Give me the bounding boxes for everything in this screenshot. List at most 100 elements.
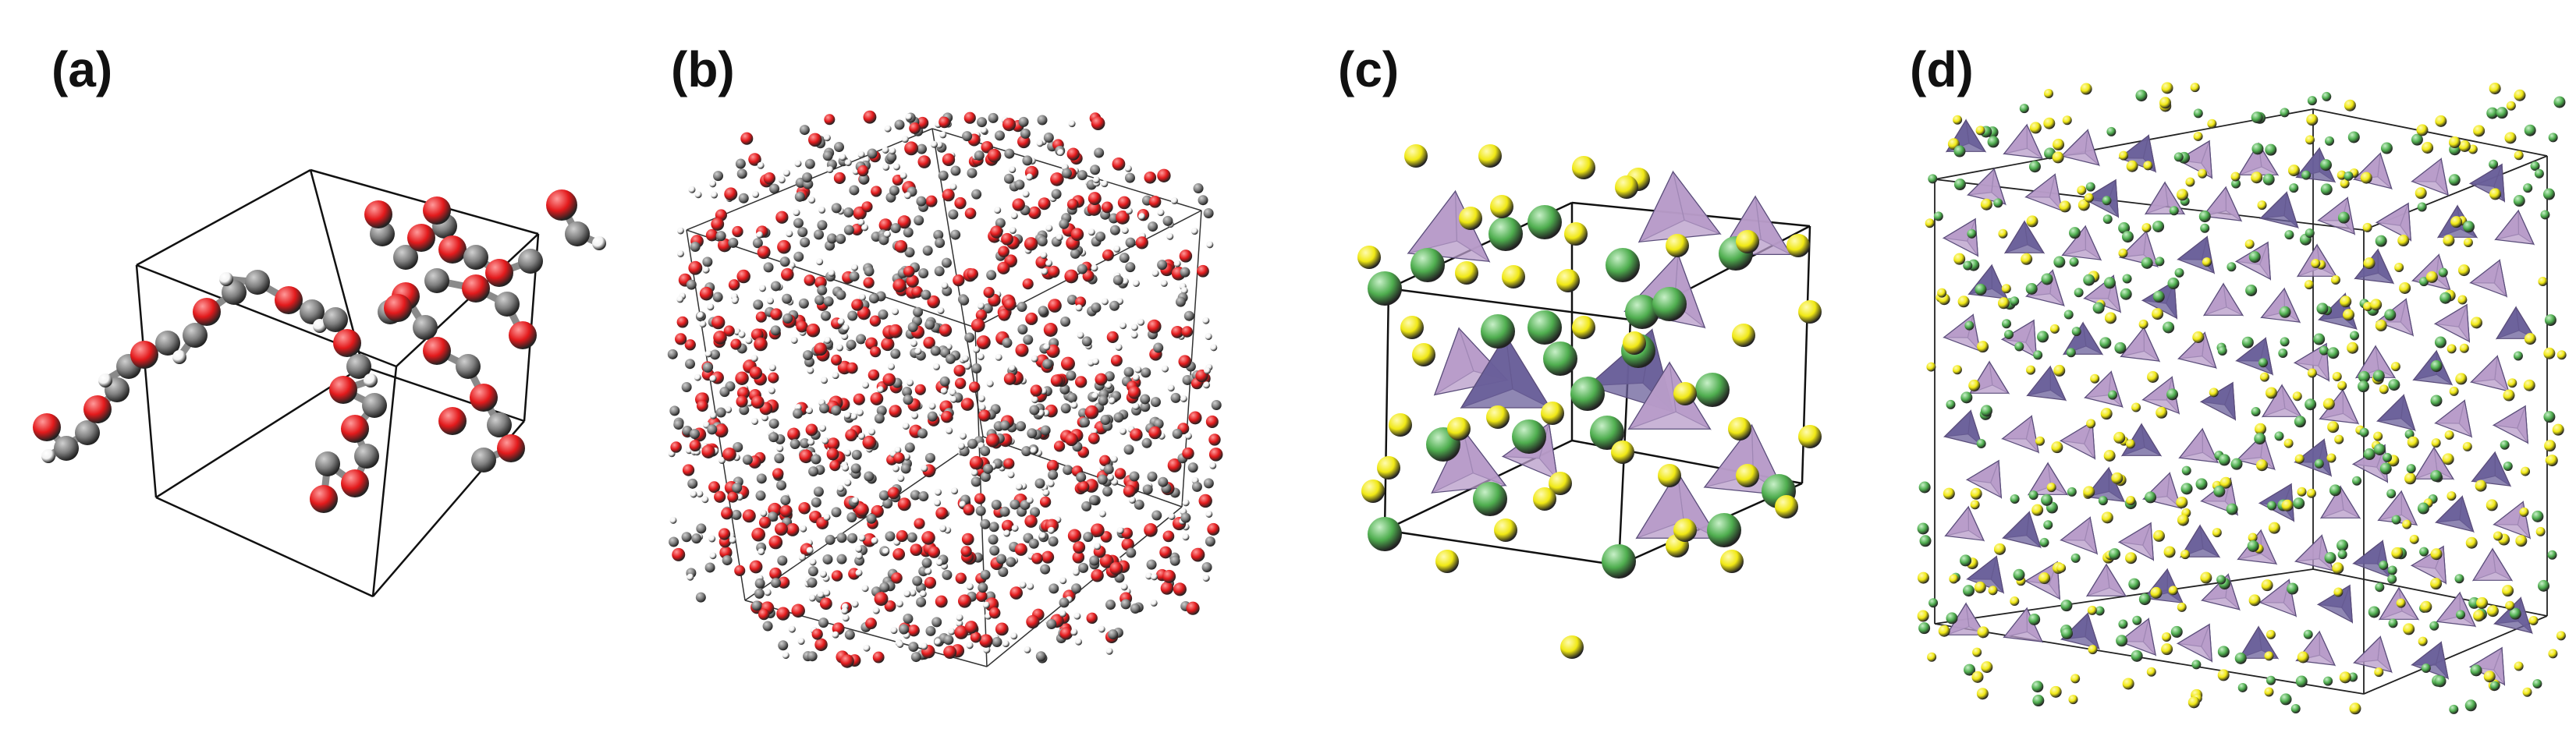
- lithium-atom: [2523, 183, 2533, 193]
- hydrogen-atom: [1119, 427, 1127, 435]
- carbon-atom: [719, 387, 730, 398]
- hydrogen-atom: [966, 642, 974, 649]
- carbon-atom: [924, 452, 935, 463]
- lithium-atom: [2200, 223, 2210, 233]
- oxygen-atom: [954, 377, 967, 389]
- sulfur-atom: [1926, 362, 1936, 372]
- lithium-atom: [2406, 464, 2416, 474]
- carbon-atom: [986, 270, 997, 281]
- sulfur-atom: [2101, 511, 2113, 524]
- lithium-atom: [2386, 489, 2397, 499]
- oxygen-atom: [341, 469, 369, 497]
- carbon-atom: [487, 412, 512, 437]
- oxygen-atom: [1028, 206, 1041, 219]
- lithium-atom: [2245, 284, 2258, 296]
- oxygen-atom: [768, 372, 779, 384]
- lithium-atom: [2352, 476, 2362, 486]
- lithium-atom: [2303, 629, 2313, 639]
- lithium-atom: [2388, 618, 2398, 628]
- oxygen-atom: [1067, 529, 1082, 543]
- hydrogen-atom: [1137, 318, 1145, 326]
- carbon-atom: [799, 438, 810, 449]
- tetrahedron: [2003, 123, 2044, 160]
- oxygen-atom: [1050, 374, 1063, 388]
- lithium-atom: [2116, 635, 2128, 647]
- sulfur-atom: [2053, 364, 2066, 377]
- carbon-atom: [1042, 359, 1053, 370]
- hydrogen-atom: [709, 552, 717, 560]
- hydrogen-atom: [809, 558, 817, 566]
- carbon-atom: [471, 448, 496, 472]
- lithium-atom: [2363, 448, 2376, 461]
- hydrogen-atom: [892, 308, 899, 316]
- oxygen-atom: [749, 366, 763, 380]
- oxygen-atom: [786, 523, 800, 536]
- lithium-atom: [2098, 496, 2108, 506]
- lithium-atom: [2294, 416, 2306, 428]
- sulfur-atom: [1976, 688, 1989, 700]
- sulfur-atom: [2486, 605, 2499, 618]
- sulfur-atom: [2297, 487, 2307, 497]
- sulfur-atom: [2193, 131, 2203, 141]
- carbon-atom: [925, 625, 936, 636]
- carbon-atom: [962, 131, 973, 142]
- oxygen-atom: [1173, 582, 1187, 596]
- lithium-atom: [2258, 358, 2269, 368]
- oxygen-atom: [781, 267, 794, 281]
- oxygen-atom: [701, 444, 715, 458]
- oxygen-atom: [1179, 249, 1193, 263]
- carbon-atom: [362, 393, 387, 418]
- hydrogen-atom: [761, 414, 768, 422]
- carbon-atom: [346, 354, 371, 379]
- carbon-atom: [890, 349, 901, 359]
- carbon-atom: [994, 130, 1005, 141]
- hydrogen-atom: [841, 333, 849, 341]
- tetrahedron: [2375, 202, 2412, 242]
- carbon-atom: [1119, 253, 1130, 264]
- hydrogen-atom: [788, 625, 796, 633]
- carbon-atom: [988, 534, 999, 545]
- hydrogen-atom: [857, 150, 865, 158]
- hydrogen-atom: [844, 449, 852, 457]
- hydrogen-atom: [1205, 333, 1212, 341]
- hydrogen-atom: [973, 345, 981, 353]
- carbon-atom: [1180, 267, 1190, 278]
- hydrogen-atom: [1031, 355, 1038, 363]
- carbon-atom: [1077, 170, 1088, 181]
- cell-edge: [1388, 287, 1631, 321]
- sulfur-atom: [2159, 97, 2171, 109]
- hydrogen-atom: [1057, 149, 1065, 157]
- hydrogen-atom: [1116, 527, 1124, 535]
- sulfur-atom: [2248, 533, 2258, 543]
- sulfur-atom: [1533, 487, 1556, 511]
- sulfur-atom: [2506, 101, 2516, 111]
- oxygen-atom: [1078, 481, 1090, 493]
- carbon-atom: [836, 233, 846, 244]
- oxygen-atom: [672, 547, 686, 561]
- oxygen-atom: [805, 423, 818, 437]
- lithium-atom: [2118, 619, 2128, 629]
- carbon-atom: [1180, 512, 1191, 523]
- carbon-atom: [742, 455, 753, 465]
- hydrogen-atom: [1002, 640, 1009, 648]
- sulfur-atom: [2251, 172, 2263, 184]
- carbon-atom: [777, 555, 788, 566]
- hydrogen-atom: [1132, 402, 1140, 410]
- sulfur-atom: [2230, 172, 2241, 182]
- sulfur-atom: [1952, 365, 1962, 375]
- lithium-atom: [1652, 287, 1687, 321]
- lithium-atom: [2028, 490, 2038, 501]
- lithium-atom: [2319, 159, 2332, 172]
- sulfur-atom: [2475, 480, 2487, 492]
- carbon-atom: [886, 152, 897, 163]
- carbon-atom: [822, 150, 833, 161]
- lithium-atom: [1543, 341, 1577, 376]
- hydrogen-atom: [1101, 298, 1109, 306]
- lithium-atom: [2387, 574, 2397, 584]
- sulfur-atom: [2305, 135, 2315, 145]
- hydrogen-atom: [823, 134, 831, 142]
- oxygen-atom: [1086, 612, 1098, 625]
- sulfur-atom: [2391, 547, 2404, 559]
- lithium-atom: [2251, 143, 2264, 155]
- sulfur-atom: [1975, 126, 1985, 136]
